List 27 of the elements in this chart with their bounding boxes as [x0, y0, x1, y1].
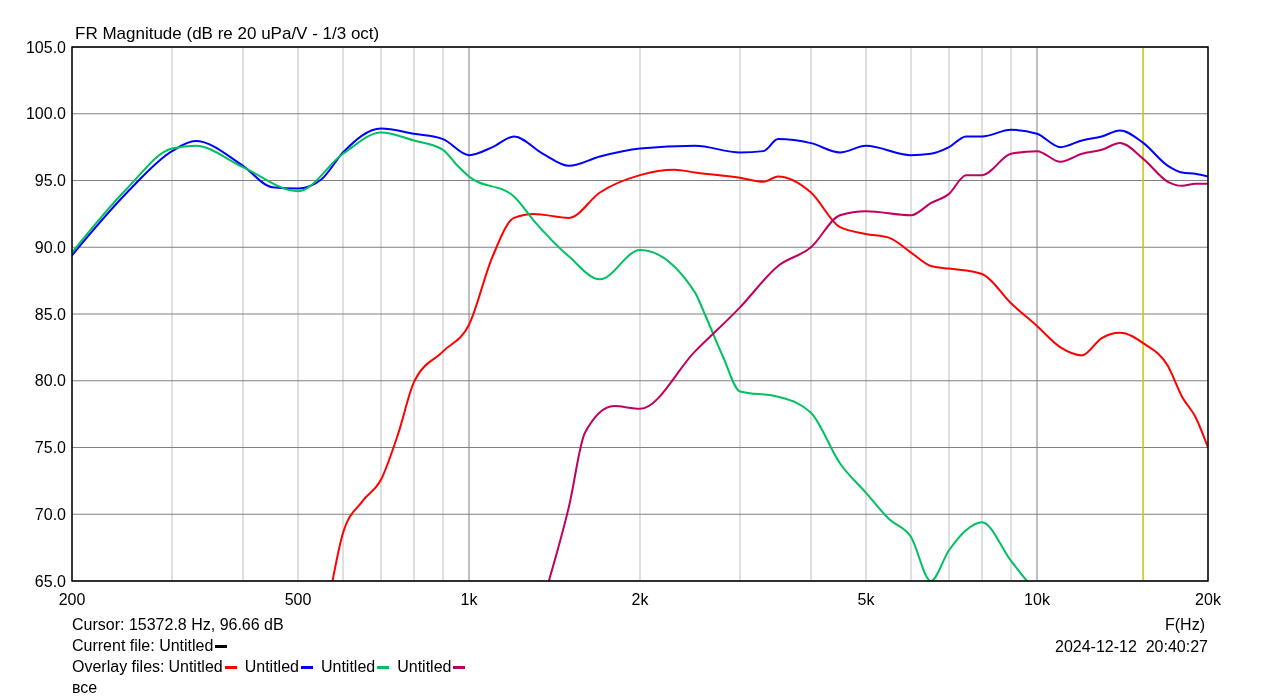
x-tick-label: 20k: [1195, 591, 1222, 608]
y-tick-label: 95.0: [34, 172, 67, 190]
text: все: [72, 679, 98, 696]
y-tick-label: 100.0: [25, 105, 67, 123]
y-tick-label: 70.0: [34, 505, 67, 523]
y-tick-label: 90.0: [34, 238, 67, 256]
x-tick-label: 500: [284, 591, 312, 608]
text: Cursor: 15372.8 Hz, 96.66 dB: [72, 616, 284, 633]
y-tick-label: 80.0: [34, 372, 67, 390]
x-axis-title: F(Hz): [1165, 616, 1205, 633]
text: 2024-12-12 20:40:27: [1054, 638, 1209, 655]
legend-title: Overlay files:: [72, 658, 165, 676]
y-tick-label: 65.0: [34, 572, 67, 590]
x-tick-label: 1k: [460, 591, 479, 608]
y-tick-label: 75.0: [34, 439, 67, 457]
y-tick-label: 105.0: [25, 38, 67, 56]
legend-label: Untitled: [397, 658, 452, 676]
legend-label: Untitled: [168, 658, 223, 676]
text: Current file: Untitled: [72, 637, 214, 655]
y-tick-label: 85.0: [34, 305, 67, 323]
chart-title: FR Magnitude (dB re 20 uPa/V - 1/3 oct): [75, 24, 380, 43]
x-tick-label: 2k: [631, 591, 650, 608]
legend-label: Untitled: [244, 658, 299, 676]
x-tick-label: 10k: [1024, 591, 1051, 608]
legend-label: Untitled: [320, 658, 376, 676]
x-tick-label: 5k: [857, 591, 876, 608]
x-tick-label: 200: [58, 591, 86, 608]
